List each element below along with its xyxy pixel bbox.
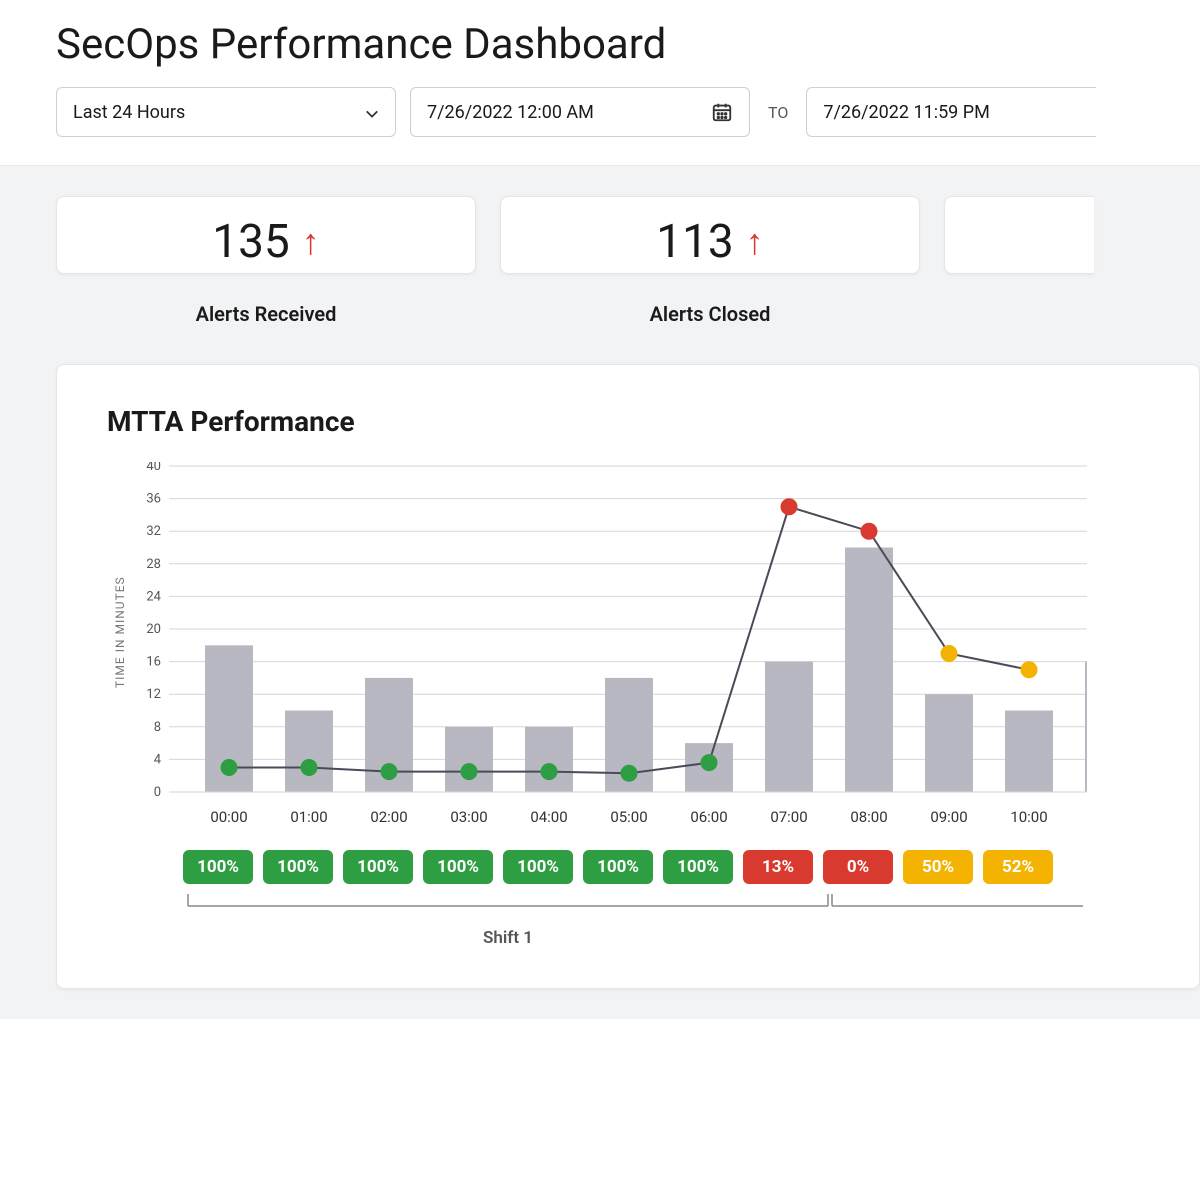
svg-text:0: 0 <box>154 785 161 800</box>
svg-text:36: 36 <box>146 492 161 507</box>
trend-up-icon: ↑ <box>746 224 764 260</box>
mtta-plot: 0 4 8 12 16 20 24 28 32 36 40 00:00 01:00 02:00 03:00 0… <box>127 462 1189 832</box>
svg-text:28: 28 <box>146 557 161 572</box>
svg-text:00:00: 00:00 <box>210 808 247 826</box>
page-title: SecOps Performance Dashboard <box>56 20 1144 69</box>
mtta-svg: 0 4 8 12 16 20 24 28 32 36 40 00:00 01:00 02:00 03:00 0… <box>127 462 1087 828</box>
time-range-select[interactable]: Last 24 Hours <box>56 87 396 137</box>
mtta-chart-card: MTTA Performance TIME IN MINUTES 0 4 8 12 16… <box>56 364 1200 989</box>
svg-text:12: 12 <box>146 687 161 702</box>
svg-text:16: 16 <box>146 655 161 670</box>
calendar-icon <box>711 101 733 123</box>
svg-text:08:00: 08:00 <box>850 808 887 826</box>
from-date-value: 7/26/2022 12:00 AM <box>427 102 594 123</box>
sla-badge: 100% <box>343 850 413 884</box>
sla-badge: 52% <box>983 850 1053 884</box>
svg-text:07:00: 07:00 <box>770 808 807 826</box>
shift-bracket: Shift 1 <box>163 894 1189 948</box>
trend-up-icon: ↑ <box>302 224 320 260</box>
time-range-value: Last 24 Hours <box>73 102 185 123</box>
svg-text:09:00: 09:00 <box>930 808 967 826</box>
kpi-value: 135 <box>212 215 290 269</box>
to-date-input[interactable]: 7/26/2022 11:59 PM <box>806 87 1096 137</box>
svg-text:4: 4 <box>154 752 162 767</box>
kpi-label: Alerts Received <box>56 286 476 330</box>
sla-badge: 13% <box>743 850 813 884</box>
kpi-row: 135 ↑ 113 ↑ <box>56 196 1200 274</box>
svg-text:04:00: 04:00 <box>530 808 567 826</box>
kpi-label: Alerts Closed <box>500 286 920 330</box>
filter-row: Last 24 Hours 7/26/2022 12:00 AM TO 7/26… <box>56 87 1144 137</box>
svg-text:05:00: 05:00 <box>610 808 647 826</box>
svg-text:01:00: 01:00 <box>290 808 327 826</box>
svg-text:06:00: 06:00 <box>690 808 727 826</box>
kpi-value: 113 <box>656 215 734 269</box>
sla-badge: 0% <box>823 850 893 884</box>
svg-text:8: 8 <box>154 720 161 735</box>
svg-text:24: 24 <box>146 589 161 604</box>
kpi-card-extra <box>944 196 1094 274</box>
shift-label: Shift 1 <box>188 928 828 948</box>
chevron-down-icon <box>365 105 379 119</box>
header: SecOps Performance Dashboard Last 24 Hou… <box>0 0 1200 165</box>
shift-bracket-svg <box>163 894 1083 914</box>
kpi-card-alerts-closed: 113 ↑ <box>500 196 920 274</box>
sla-badge: 50% <box>903 850 973 884</box>
sla-badge: 100% <box>583 850 653 884</box>
sla-badge-row: 100% 100% 100% 100% 100% 100% 100% 13% 0% 50% 52% <box>163 850 1189 884</box>
sla-badge: 100% <box>263 850 333 884</box>
y-axis-label: TIME IN MINUTES <box>107 462 127 832</box>
svg-text:20: 20 <box>146 622 161 637</box>
to-date-value: 7/26/2022 11:59 PM <box>823 102 990 123</box>
content: 135 ↑ 113 ↑ Alerts Received Alerts Close… <box>0 165 1200 1019</box>
from-date-input[interactable]: 7/26/2022 12:00 AM <box>410 87 750 137</box>
kpi-card-alerts-received: 135 ↑ <box>56 196 476 274</box>
chart-title: MTTA Performance <box>107 405 1189 438</box>
svg-text:10:00: 10:00 <box>1010 808 1047 826</box>
to-label: TO <box>764 103 792 122</box>
svg-text:02:00: 02:00 <box>370 808 407 826</box>
sla-badge: 100% <box>503 850 573 884</box>
sla-badge: 100% <box>183 850 253 884</box>
svg-text:03:00: 03:00 <box>450 808 487 826</box>
sla-badge: 100% <box>423 850 493 884</box>
svg-text:40: 40 <box>146 462 161 474</box>
svg-text:32: 32 <box>146 524 161 539</box>
sla-badge: 100% <box>663 850 733 884</box>
